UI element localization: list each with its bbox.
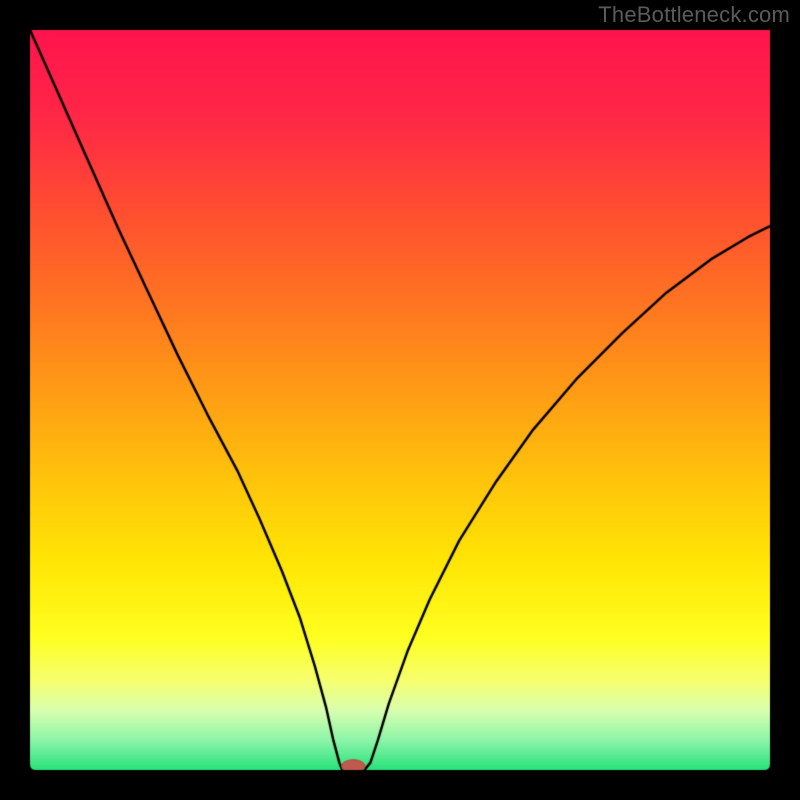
bottleneck-chart: [0, 0, 800, 800]
